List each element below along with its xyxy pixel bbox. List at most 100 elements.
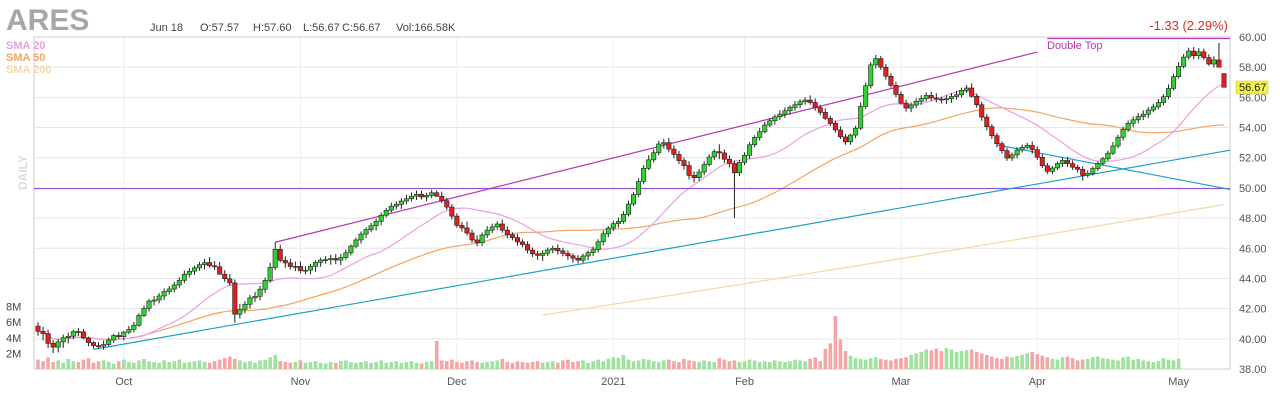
volume-bar	[773, 360, 777, 369]
candle-body	[762, 124, 768, 133]
volume-bar	[182, 362, 187, 369]
volume-bar	[273, 354, 277, 369]
period-label: DAILY	[16, 155, 30, 190]
candle-body	[580, 255, 586, 261]
volume-bar	[914, 353, 918, 369]
volume-bar	[81, 359, 86, 369]
candle-body	[35, 325, 41, 332]
volume-bar	[879, 358, 883, 369]
candle-body	[661, 142, 667, 145]
volume-bar	[258, 360, 262, 369]
candle-body	[954, 94, 960, 97]
ohlc-open: O:57.57	[200, 22, 239, 34]
volume-bar	[485, 361, 489, 369]
candle-body	[176, 279, 182, 286]
candle-body	[111, 335, 117, 341]
volume-bar	[717, 358, 722, 369]
volume-bar	[737, 361, 742, 369]
volume-bar	[333, 362, 338, 369]
candle-body	[772, 116, 778, 122]
volume-bar	[974, 351, 979, 369]
candle-body	[903, 102, 909, 109]
candle-body	[1165, 88, 1171, 98]
upper-channel-line	[275, 51, 1038, 243]
volume-bar	[1030, 351, 1035, 369]
volume-bar	[1040, 355, 1045, 369]
candle-body	[1191, 50, 1197, 57]
candle-body	[338, 257, 344, 261]
candle-body	[1070, 163, 1076, 168]
volume-bar	[561, 360, 565, 369]
candle-body	[893, 84, 899, 95]
volume-bar	[616, 358, 621, 369]
volume-bar	[707, 361, 712, 369]
volume-bar	[853, 358, 858, 369]
volume-bar	[192, 361, 197, 369]
candle-body	[368, 225, 374, 230]
candle-body	[237, 309, 243, 315]
volume-bar	[439, 360, 444, 369]
candle-body	[55, 341, 61, 348]
candle-body	[863, 85, 869, 107]
candle-body	[1095, 163, 1101, 169]
volume-bar	[167, 361, 172, 369]
volume-bar	[646, 359, 651, 369]
volume-bar	[116, 361, 121, 369]
candle-body	[449, 206, 455, 217]
candle-body	[575, 257, 581, 261]
candle-body	[1014, 149, 1020, 156]
volume-bar	[409, 361, 414, 369]
volume-bar	[248, 361, 252, 369]
candle-body	[474, 239, 480, 243]
candle-body	[434, 192, 440, 197]
candle-body	[1080, 169, 1086, 176]
volume-bar	[712, 361, 717, 369]
volume-bar	[788, 361, 792, 369]
volume-bar	[283, 361, 288, 369]
volume-bar	[924, 349, 929, 369]
volume-tick-label: 4M	[6, 333, 21, 345]
candle-body	[792, 104, 798, 108]
volume-bar	[586, 362, 590, 369]
candle-body	[191, 267, 197, 272]
volume-bar	[843, 351, 848, 369]
candle-body	[842, 136, 848, 143]
volume-bar	[571, 361, 575, 369]
volume-bar	[722, 359, 727, 369]
volume-bars	[36, 315, 1181, 369]
candle-body	[267, 267, 273, 281]
volume-bar	[61, 362, 66, 369]
volume-bar	[631, 361, 636, 369]
candle-body	[358, 233, 364, 241]
candle-body	[656, 143, 662, 154]
candle-body	[1090, 168, 1096, 174]
candle-body	[1024, 145, 1030, 148]
volume-bar	[374, 361, 378, 369]
candle-body	[1140, 113, 1146, 117]
volume-bar	[682, 358, 686, 369]
volume-bar	[1151, 361, 1156, 369]
candle-body	[464, 227, 470, 234]
volume-bar	[323, 363, 328, 369]
volume-bar	[1096, 356, 1100, 369]
volume-bar	[212, 361, 217, 369]
candle-body	[1160, 96, 1166, 103]
volume-bar	[1085, 358, 1090, 369]
volume-bar	[308, 361, 313, 369]
candle-body	[1150, 106, 1156, 111]
volume-bar	[899, 358, 903, 369]
volume-bar	[227, 356, 232, 369]
candle-body	[711, 151, 717, 158]
y-tick-label: 44.00	[1239, 273, 1267, 285]
candle-body	[166, 288, 172, 292]
candle-body	[1145, 109, 1151, 115]
candle-body	[1201, 51, 1207, 58]
candle-body	[519, 241, 525, 245]
volume-bar	[364, 361, 368, 369]
candle-body	[817, 107, 823, 113]
volume-bar	[394, 361, 399, 369]
volume-bar	[450, 359, 454, 369]
volume-bar	[873, 357, 878, 369]
volume-bar	[222, 358, 227, 369]
volume-bar	[91, 362, 96, 369]
